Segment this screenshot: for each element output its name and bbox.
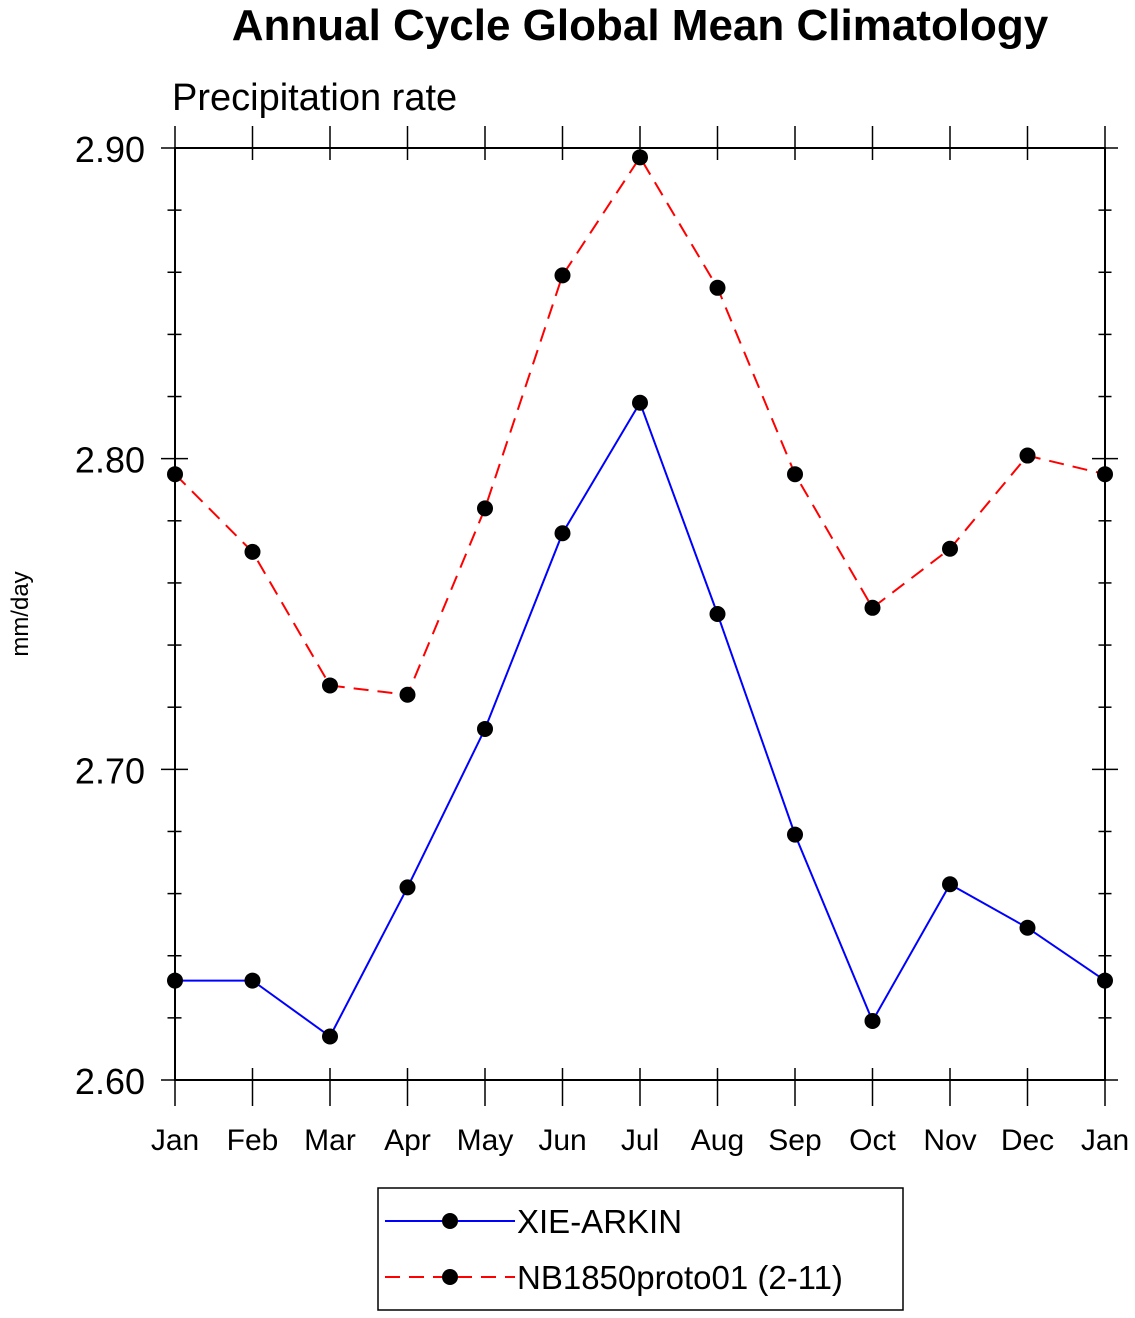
x-tick-label: Aug: [691, 1124, 744, 1157]
series-1-point: [1097, 466, 1113, 483]
series-0-point: [399, 879, 416, 896]
series-0-point: [632, 394, 648, 411]
plot-frame: [174, 147, 1106, 1081]
series-0-point: [244, 972, 261, 989]
legend-label-nb1850: NB1850proto01 (2-11): [517, 1259, 843, 1296]
series-1-point: [244, 543, 261, 560]
chart-subtitle: Precipitation rate: [172, 77, 457, 119]
x-tick-label: Sep: [768, 1124, 821, 1157]
x-tick-label: Feb: [227, 1124, 279, 1157]
chart-title: Annual Cycle Global Mean Climatology: [232, 1, 1049, 50]
series-0-point: [709, 606, 726, 622]
series-0-point: [322, 1028, 338, 1045]
series-1-point: [942, 540, 958, 557]
series-0-point: [1097, 972, 1113, 989]
x-tick-label: Mar: [304, 1124, 356, 1157]
series-1-point: [1019, 447, 1036, 464]
series-1-point: [399, 686, 416, 703]
x-tick-label: Apr: [384, 1124, 431, 1157]
series-0-point: [864, 1012, 881, 1029]
y-tick-label: 2.60: [75, 1061, 145, 1102]
tick-labels: 2.60 2.70 2.80 2.90 Jan Feb Mar Apr May Jun Jul Aug…: [75, 129, 1129, 1157]
series-0-point: [554, 525, 571, 542]
series-layer: [167, 149, 1113, 1045]
legend-label-xie-arkin: XIE-ARKIN: [517, 1203, 682, 1240]
series-0-point: [1019, 919, 1036, 936]
legend-marker-xie-arkin: [442, 1213, 458, 1229]
series-0-point: [942, 876, 958, 893]
series-1-point: [709, 279, 726, 296]
series-1-point: [167, 466, 183, 483]
series-1-point: [477, 500, 493, 517]
x-tick-label: Nov: [923, 1124, 976, 1157]
series-1-point: [864, 599, 881, 616]
y-tick-label: 2.80: [75, 440, 145, 481]
axes: [161, 126, 1118, 1106]
series-1-point: [632, 149, 648, 166]
series-1-point: [322, 677, 338, 694]
series-line-0: [175, 400, 1106, 1038]
series-0-point: [477, 720, 493, 737]
series-0-point: [167, 972, 183, 989]
y-tick-label: 2.90: [75, 129, 145, 170]
series-0-point: [787, 826, 803, 843]
x-tick-label: Oct: [849, 1124, 896, 1157]
series-1-point: [787, 466, 803, 483]
x-tick-label: Jan: [1081, 1124, 1129, 1157]
x-tick-label: Dec: [1001, 1124, 1054, 1157]
series-line-1: [174, 155, 1106, 696]
legend: XIE-ARKIN NB1850proto01 (2-11): [377, 1187, 904, 1311]
x-tick-label: Jan: [151, 1124, 199, 1157]
y-axis-label: mm/day: [7, 571, 34, 656]
y-tick-label: 2.70: [75, 750, 145, 791]
legend-item-1: XIE-ARKIN: [385, 1203, 682, 1240]
series-1-point: [554, 267, 571, 284]
x-tick-label: May: [457, 1124, 514, 1157]
legend-box: [377, 1187, 904, 1311]
x-tick-label: Jun: [538, 1124, 586, 1157]
legend-marker-nb1850: [442, 1269, 458, 1285]
legend-item-2: NB1850proto01 (2-11): [385, 1259, 843, 1296]
x-tick-label: Jul: [621, 1124, 659, 1157]
